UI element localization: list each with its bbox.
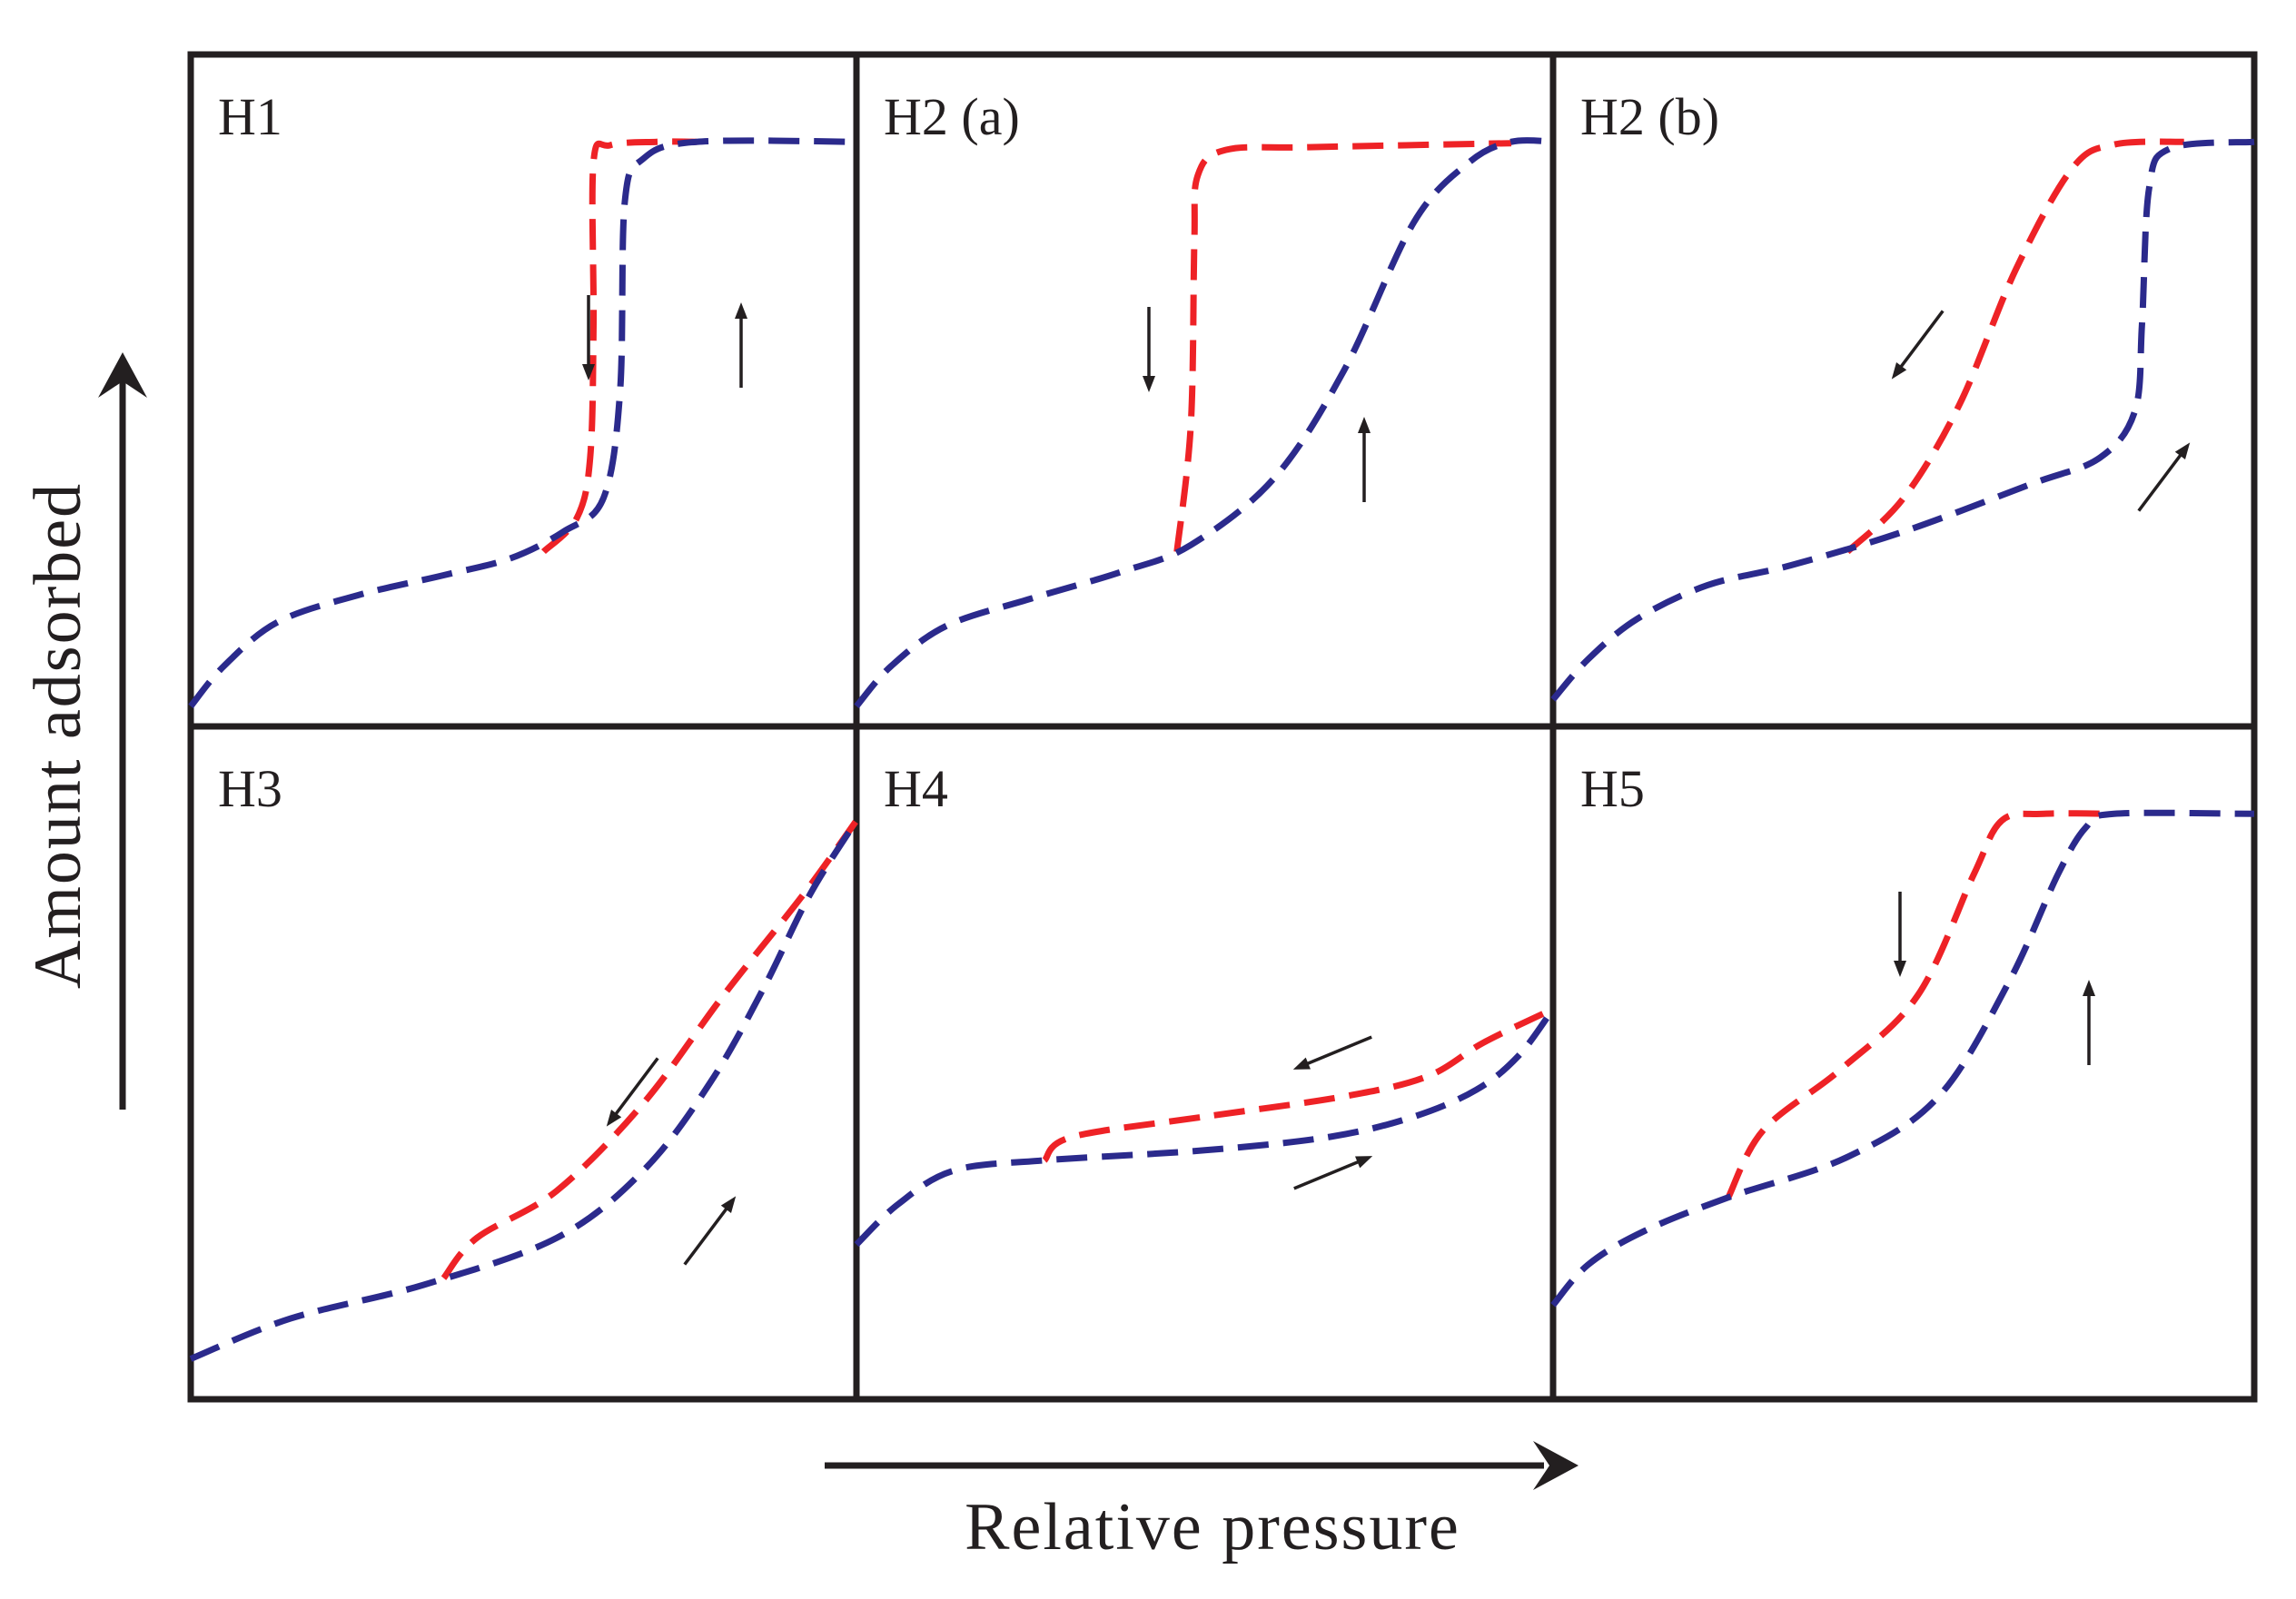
arrow-shaft (1301, 1035, 1372, 1068)
up-arrow-icon (735, 302, 747, 388)
panel-label: H2 (b) (1580, 87, 1719, 146)
x-axis-arrow-head (1533, 1441, 1578, 1490)
left-arrow-icon (1292, 1035, 1372, 1070)
down-left-arrow-icon (1891, 310, 1945, 380)
x-axis-indicator: Relative pressure (825, 1441, 1578, 1564)
down-arrow-icon (582, 295, 595, 380)
arrow-head (2174, 442, 2191, 459)
up-arrow-icon (1358, 417, 1371, 502)
panel-label: H4 (884, 759, 948, 818)
desorption-curve (1173, 140, 1512, 552)
arrow-head (2083, 980, 2095, 996)
panel-h5: H5 (1550, 759, 2255, 1308)
adsorption-curve (188, 137, 857, 709)
desorption-curve (541, 138, 698, 555)
y-axis-indicator: Amount adsorbed (21, 352, 147, 1110)
arrow-shaft (683, 1202, 732, 1266)
up-right-arrow-icon (2137, 442, 2191, 512)
panel-label: H3 (218, 759, 282, 818)
down-arrow-icon (1143, 307, 1155, 392)
arrow-head (1143, 376, 1155, 392)
adsorption-curve (1550, 809, 2255, 1308)
desorption-curve (440, 818, 859, 1280)
arrow-head (606, 1110, 622, 1127)
panel-label: H1 (218, 87, 282, 146)
y-axis-title: Amount adsorbed (21, 482, 95, 989)
arrow-shaft (2137, 449, 2186, 512)
arrow-head (720, 1196, 737, 1213)
arrow-head (1292, 1057, 1311, 1070)
adsorption-curve (854, 1007, 1556, 1248)
right-arrow-icon (1293, 1156, 1373, 1190)
y-axis-arrow-head (98, 352, 147, 398)
up-right-arrow-icon (683, 1196, 737, 1266)
x-axis-title: Relative pressure (965, 1490, 1460, 1564)
panel-h3: H3 (189, 759, 859, 1362)
panel-label: H2 (a) (884, 87, 1020, 146)
desorption-curve (1725, 810, 2114, 1199)
panel-h4: H4 (854, 759, 1556, 1248)
up-arrow-icon (2083, 980, 2095, 1065)
arrow-head (582, 364, 595, 380)
arrow-head (1358, 417, 1371, 433)
arrow-head (735, 302, 747, 319)
adsorption-curve (189, 818, 859, 1362)
desorption-curve (1042, 1006, 1555, 1163)
panel-h2-a: H2 (a) (854, 87, 1554, 709)
arrow-shaft (610, 1057, 659, 1120)
arrow-head (1891, 362, 1907, 380)
down-arrow-icon (1894, 892, 1906, 977)
panel-label: H5 (1580, 759, 1645, 818)
down-left-arrow-icon (606, 1057, 659, 1127)
arrow-shaft (1293, 1158, 1365, 1190)
arrow-head (1894, 961, 1906, 977)
panels-layer: H1 H2 (a) H2 (b) H3 H4 H5 (188, 87, 2255, 1362)
panel-grid (187, 51, 2258, 1403)
adsorption-curve (1550, 138, 2255, 702)
adsorption-curve (854, 137, 1554, 709)
panel-h1: H1 (188, 87, 857, 709)
arrow-shaft (1895, 310, 1945, 373)
panel-h2-b: H2 (b) (1550, 87, 2255, 702)
arrow-head (1355, 1156, 1373, 1169)
